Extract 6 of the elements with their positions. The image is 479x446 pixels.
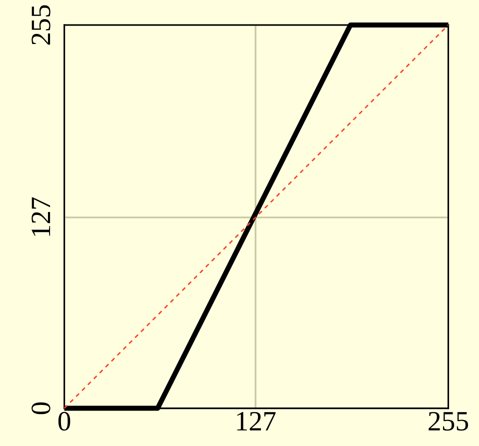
y-tick-label: 0 bbox=[32, 402, 50, 414]
x-tick-label: 127 bbox=[237, 412, 276, 430]
x-tick-label: 255 bbox=[428, 412, 468, 431]
y-tick-label: 127 bbox=[32, 197, 50, 236]
x-tick-label: 0 bbox=[58, 412, 70, 431]
y-tick-label: 255 bbox=[32, 5, 50, 45]
